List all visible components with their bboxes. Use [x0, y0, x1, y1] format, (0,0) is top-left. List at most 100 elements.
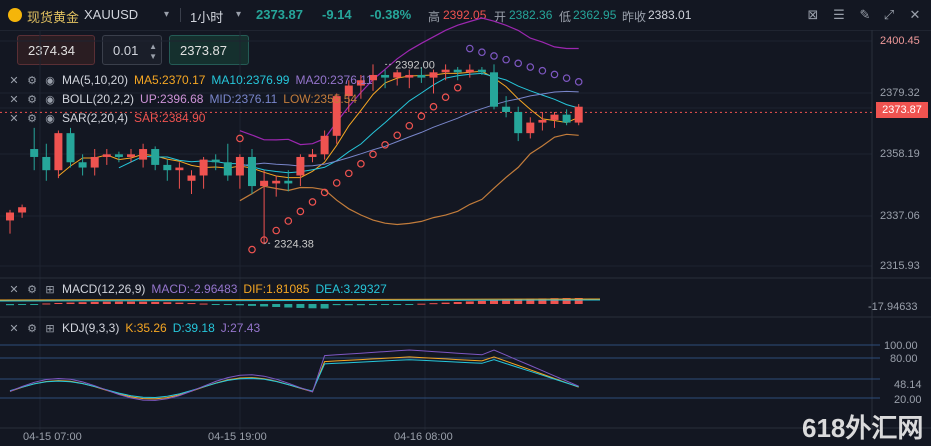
lot-size-value: 0.01	[113, 43, 139, 58]
chevron-down-icon[interactable]: ▾	[236, 9, 242, 20]
macd-bar	[102, 301, 111, 304]
price-axis-label: 2379.32	[880, 87, 920, 99]
candle-body	[574, 106, 583, 123]
buy-price-box[interactable]: 2373.87	[169, 35, 249, 65]
candle-body	[490, 72, 498, 107]
kdj-legend: ✕ ⚙ ⊞ KDJ(9,3,3) K:35.26 D:39.18 J:27.43	[8, 320, 260, 336]
sar-dot	[405, 121, 414, 130]
sar-dot	[369, 150, 377, 159]
fullscreen-icon[interactable]: ⤢	[883, 7, 895, 22]
kdj-panel	[0, 344, 880, 401]
macd-bar	[538, 298, 547, 304]
sar-dot	[417, 112, 426, 121]
time-axis-label: 04-15 19:00	[208, 431, 267, 443]
settings-icon[interactable]: ⚙	[27, 93, 37, 106]
ma-legend: ✕ ⚙ ◉ MA(5,10,20) MA5:2370.17 MA10:2376.…	[8, 72, 372, 88]
candle-body	[139, 149, 148, 160]
visibility-icon[interactable]: ◉	[45, 93, 55, 106]
macd-bar	[66, 302, 75, 304]
hide-icon[interactable]: ✕	[9, 93, 19, 106]
settings-icon[interactable]: ⚙	[27, 74, 37, 87]
sar-dot	[236, 134, 244, 143]
sell-price-box[interactable]: 2374.34	[17, 35, 95, 65]
candle-body	[320, 135, 329, 155]
macd-bar	[223, 304, 232, 305]
price-axis-label: 2358.19	[880, 148, 920, 160]
candle-body	[296, 156, 305, 176]
lot-size-input[interactable]: 0.01 ▲ ▼	[102, 35, 162, 65]
prev-close-label: 昨收	[622, 10, 647, 24]
macd-bar	[429, 303, 438, 305]
ma-name: MA(5,10,20)	[62, 73, 129, 87]
close-icon[interactable]: ✕	[909, 7, 921, 22]
hide-icon[interactable]: ✕	[9, 112, 19, 125]
candle-body	[102, 154, 111, 157]
sar-dot	[453, 83, 462, 92]
macd-bar	[127, 301, 135, 304]
expand-icon[interactable]: ⊞	[45, 322, 55, 335]
ma10-value: MA10:2376.99	[211, 73, 290, 87]
macd-bar	[211, 304, 220, 305]
settings-icon[interactable]: ⚙	[27, 112, 37, 125]
sar-dot	[562, 74, 571, 82]
candle-body	[477, 69, 486, 73]
chart-type-icon[interactable]: ⊠	[807, 7, 819, 22]
macd-bar	[574, 298, 583, 304]
candle-body	[90, 156, 99, 168]
expand-icon[interactable]: ⊞	[45, 283, 55, 296]
j-line	[9, 349, 579, 401]
candle-body	[453, 69, 462, 73]
hide-icon[interactable]: ✕	[9, 74, 19, 87]
macd-bar	[369, 304, 377, 306]
candle-body	[223, 162, 232, 176]
settings-icon[interactable]: ⚙	[27, 283, 37, 296]
time-axis-label: 04-16 08:00	[394, 431, 453, 443]
macd-bar	[235, 304, 244, 306]
settings-icon[interactable]: ⚙	[27, 322, 37, 335]
visibility-icon[interactable]: ◉	[45, 112, 55, 125]
macd-bar	[526, 298, 535, 304]
candle-body	[6, 212, 14, 221]
macd-bar	[248, 304, 256, 306]
d-line	[9, 359, 579, 399]
chart-grid	[0, 30, 931, 430]
sar-dot	[574, 78, 583, 86]
indicator-icon[interactable]: ☰	[833, 7, 845, 22]
sar-dot	[284, 217, 293, 225]
macd-bar	[477, 300, 486, 304]
macd-bar	[260, 304, 269, 307]
macd-bar	[42, 303, 51, 305]
candle-body	[54, 133, 63, 171]
sar-dot	[296, 207, 305, 216]
macd-panel	[0, 298, 601, 309]
divider	[180, 8, 181, 22]
candle-body	[260, 180, 269, 187]
draw-icon[interactable]: ✎	[859, 7, 871, 22]
timeframe-select[interactable]: 1小时	[190, 10, 224, 25]
sar-dot	[357, 160, 365, 168]
instrument-symbol[interactable]: XAUUSD	[84, 7, 139, 22]
macd-bar	[54, 302, 63, 304]
hide-icon[interactable]: ✕	[9, 322, 19, 335]
hide-icon[interactable]: ✕	[9, 283, 19, 296]
chevron-down-icon[interactable]: ▾	[164, 9, 170, 20]
dea-value: DEA:3.29327	[315, 282, 387, 296]
ma5-value: MA5:2370.17	[134, 73, 206, 87]
macd-bar	[296, 304, 305, 308]
visibility-icon[interactable]: ◉	[45, 74, 55, 87]
high-value: 2392.05	[443, 8, 487, 22]
macd-bar	[272, 304, 281, 308]
instrument-name[interactable]: 现货黄金	[27, 10, 80, 25]
boll-name: BOLL(20,2,2)	[62, 92, 135, 106]
macd-bar	[90, 301, 99, 304]
macd-bar	[514, 299, 523, 304]
macd-bar	[453, 302, 462, 304]
sar-dot	[320, 188, 329, 197]
macd-bar	[550, 298, 559, 304]
macd-bar	[30, 304, 39, 305]
stepper-icon[interactable]: ▲ ▼	[149, 42, 157, 61]
macd-axis-label: -17.94633	[868, 301, 918, 313]
high-mark-label: 2392.00	[395, 59, 435, 71]
macd-bar	[381, 304, 390, 305]
